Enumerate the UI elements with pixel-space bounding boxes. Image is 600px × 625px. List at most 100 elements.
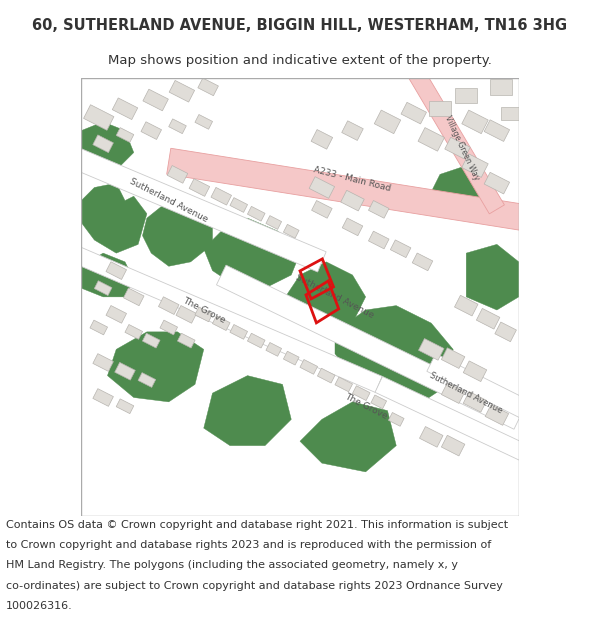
Polygon shape — [93, 135, 113, 152]
Polygon shape — [106, 262, 127, 279]
Polygon shape — [107, 332, 204, 402]
Text: 60, SUTHERLAND AVENUE, BIGGIN HILL, WESTERHAM, TN16 3HG: 60, SUTHERLAND AVENUE, BIGGIN HILL, WEST… — [32, 18, 568, 32]
Polygon shape — [230, 198, 248, 212]
Polygon shape — [391, 240, 411, 258]
Text: HM Land Registry. The polygons (including the associated geometry, namely x, y: HM Land Registry. The polygons (includin… — [6, 561, 458, 571]
Polygon shape — [371, 395, 386, 409]
Polygon shape — [116, 399, 134, 414]
Polygon shape — [195, 114, 212, 129]
Text: to Crown copyright and database rights 2023 and is reproduced with the permissio: to Crown copyright and database rights 2… — [6, 540, 491, 550]
Polygon shape — [311, 201, 332, 218]
Polygon shape — [106, 306, 127, 323]
Polygon shape — [495, 322, 517, 342]
Text: A233 - Main Road: A233 - Main Road — [313, 165, 392, 192]
Text: The Grove: The Grove — [343, 392, 388, 421]
Polygon shape — [342, 218, 363, 236]
Polygon shape — [124, 288, 144, 306]
Polygon shape — [342, 121, 363, 141]
Polygon shape — [427, 354, 532, 419]
Polygon shape — [401, 102, 427, 124]
Polygon shape — [445, 138, 470, 159]
Polygon shape — [143, 201, 212, 266]
Polygon shape — [176, 306, 197, 323]
Polygon shape — [431, 166, 484, 209]
Text: co-ordinates) are subject to Crown copyright and database rights 2023 Ordnance S: co-ordinates) are subject to Crown copyr… — [6, 581, 503, 591]
Polygon shape — [466, 244, 519, 310]
Polygon shape — [462, 110, 488, 134]
Polygon shape — [429, 101, 451, 116]
Polygon shape — [94, 281, 112, 296]
Text: Map shows position and indicative extent of the property.: Map shows position and indicative extent… — [108, 54, 492, 68]
Polygon shape — [374, 110, 401, 134]
Polygon shape — [462, 154, 488, 178]
Polygon shape — [212, 316, 230, 331]
Polygon shape — [116, 127, 134, 142]
Polygon shape — [300, 359, 317, 374]
Polygon shape — [485, 404, 509, 426]
Polygon shape — [454, 295, 478, 316]
Polygon shape — [138, 372, 155, 388]
Polygon shape — [142, 333, 160, 348]
Polygon shape — [490, 79, 512, 94]
Polygon shape — [90, 320, 107, 335]
Polygon shape — [169, 81, 194, 102]
Text: The Grove: The Grove — [181, 296, 227, 324]
Polygon shape — [300, 402, 396, 472]
Polygon shape — [266, 342, 281, 356]
Polygon shape — [93, 354, 113, 371]
Polygon shape — [247, 333, 265, 348]
Polygon shape — [189, 179, 209, 196]
Polygon shape — [81, 183, 147, 253]
Polygon shape — [266, 216, 281, 229]
Polygon shape — [455, 88, 477, 103]
Polygon shape — [484, 173, 509, 194]
Polygon shape — [309, 177, 335, 198]
Polygon shape — [283, 224, 299, 238]
Polygon shape — [283, 351, 299, 365]
Polygon shape — [501, 106, 519, 120]
Polygon shape — [83, 105, 114, 130]
Text: 100026316.: 100026316. — [6, 601, 73, 611]
Polygon shape — [368, 231, 389, 249]
Polygon shape — [419, 426, 443, 448]
Text: Sutherland Avenue: Sutherland Avenue — [428, 371, 504, 416]
Polygon shape — [317, 368, 335, 383]
Polygon shape — [195, 307, 212, 322]
Polygon shape — [81, 122, 134, 170]
Polygon shape — [230, 324, 248, 339]
Polygon shape — [368, 201, 389, 218]
Polygon shape — [375, 376, 531, 462]
Polygon shape — [418, 127, 445, 151]
Polygon shape — [178, 333, 195, 348]
Polygon shape — [217, 265, 524, 429]
Polygon shape — [247, 206, 265, 221]
Polygon shape — [69, 245, 382, 392]
Polygon shape — [198, 78, 218, 96]
Polygon shape — [158, 297, 179, 314]
Polygon shape — [406, 65, 505, 214]
Polygon shape — [81, 253, 134, 297]
Polygon shape — [141, 122, 161, 139]
Text: Sutherland Avenue: Sutherland Avenue — [128, 177, 209, 224]
Polygon shape — [484, 120, 509, 141]
Polygon shape — [442, 435, 465, 456]
Polygon shape — [167, 166, 188, 183]
Polygon shape — [169, 119, 187, 134]
Polygon shape — [335, 306, 453, 402]
Polygon shape — [93, 389, 113, 406]
Polygon shape — [352, 386, 370, 401]
Polygon shape — [211, 188, 232, 205]
Polygon shape — [442, 382, 465, 404]
Polygon shape — [160, 320, 178, 335]
Polygon shape — [143, 89, 169, 111]
Polygon shape — [68, 147, 326, 272]
Polygon shape — [311, 129, 332, 149]
Polygon shape — [442, 348, 465, 369]
Polygon shape — [112, 98, 138, 119]
Polygon shape — [335, 377, 353, 392]
Polygon shape — [204, 376, 291, 446]
Text: Contains OS data © Crown copyright and database right 2021. This information is : Contains OS data © Crown copyright and d… — [6, 520, 508, 530]
Polygon shape — [167, 148, 530, 231]
Polygon shape — [388, 412, 404, 426]
Polygon shape — [463, 361, 487, 382]
